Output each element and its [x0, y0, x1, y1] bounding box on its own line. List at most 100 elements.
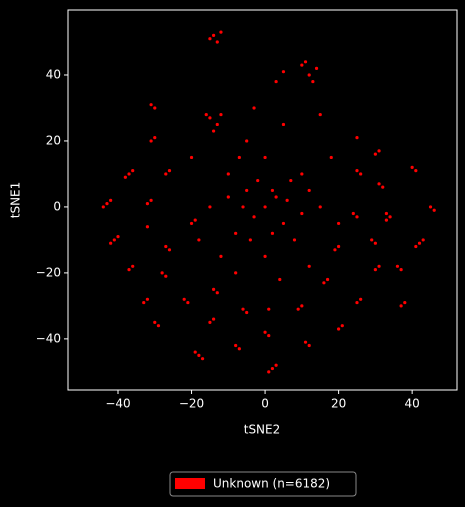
point — [189, 155, 194, 160]
point — [153, 136, 157, 140]
point — [263, 205, 267, 209]
point — [270, 366, 275, 371]
point — [101, 205, 105, 209]
point — [105, 202, 109, 206]
point — [197, 238, 201, 242]
point — [219, 112, 223, 117]
point — [211, 317, 216, 321]
point — [355, 215, 359, 219]
point — [215, 291, 219, 295]
point — [248, 238, 252, 242]
y-tick-label: 40 — [46, 67, 61, 81]
point — [263, 254, 267, 259]
point — [289, 178, 293, 183]
point — [340, 324, 344, 328]
point — [112, 238, 116, 242]
y-axis-label: tSNE1 — [9, 182, 23, 219]
point — [263, 155, 267, 160]
point — [131, 264, 135, 268]
point — [226, 195, 230, 199]
point — [164, 172, 168, 176]
point — [204, 112, 208, 117]
point — [123, 175, 127, 179]
point — [267, 307, 271, 311]
point — [131, 169, 135, 173]
point — [359, 172, 363, 176]
x-tick-label: −20 — [179, 397, 204, 411]
point — [226, 172, 230, 176]
point — [384, 211, 389, 216]
point — [373, 152, 377, 156]
point — [296, 307, 300, 311]
point — [373, 268, 377, 272]
point — [377, 182, 381, 186]
y-tick-label: −40 — [36, 331, 61, 345]
point — [373, 241, 377, 245]
point — [377, 264, 381, 268]
point — [274, 195, 278, 199]
point — [414, 244, 418, 249]
point — [219, 30, 223, 34]
point — [318, 112, 322, 117]
point — [337, 327, 341, 331]
point — [303, 60, 308, 64]
point — [182, 297, 186, 301]
x-tick-label: 0 — [261, 397, 269, 411]
point — [149, 139, 153, 143]
point — [237, 155, 241, 160]
point — [303, 340, 308, 344]
point — [234, 231, 238, 235]
point — [355, 300, 359, 305]
point — [153, 320, 157, 324]
point — [219, 254, 223, 259]
point — [234, 343, 238, 348]
point — [267, 370, 271, 374]
legend-box — [169, 471, 357, 497]
point — [197, 353, 201, 357]
point — [307, 264, 311, 268]
point — [256, 178, 260, 183]
point — [325, 277, 330, 282]
point — [241, 205, 245, 209]
point — [270, 231, 275, 235]
point — [145, 225, 150, 229]
point — [432, 208, 436, 212]
point — [337, 221, 341, 226]
point — [160, 271, 164, 275]
point — [127, 172, 131, 176]
point — [285, 198, 289, 202]
point — [245, 188, 249, 193]
point — [292, 238, 297, 242]
point — [355, 169, 359, 173]
point — [241, 307, 245, 311]
point — [428, 205, 433, 209]
point — [314, 66, 319, 70]
point — [127, 268, 131, 272]
point — [399, 268, 403, 272]
point — [193, 218, 197, 222]
point — [370, 238, 374, 242]
point — [307, 73, 311, 77]
point — [329, 155, 333, 160]
point — [281, 70, 286, 74]
point — [388, 215, 392, 219]
x-tick-label: 40 — [405, 397, 420, 411]
point — [403, 300, 407, 305]
point — [270, 188, 275, 193]
point — [167, 248, 172, 252]
point — [300, 304, 304, 308]
point — [395, 264, 400, 268]
point — [311, 79, 315, 84]
point — [153, 106, 157, 110]
point — [186, 300, 190, 305]
point — [252, 106, 256, 110]
point — [208, 205, 212, 209]
plot-frame — [67, 9, 458, 391]
point — [263, 330, 267, 334]
point — [145, 297, 150, 301]
point — [421, 238, 425, 242]
point — [278, 277, 282, 282]
point — [211, 33, 216, 37]
